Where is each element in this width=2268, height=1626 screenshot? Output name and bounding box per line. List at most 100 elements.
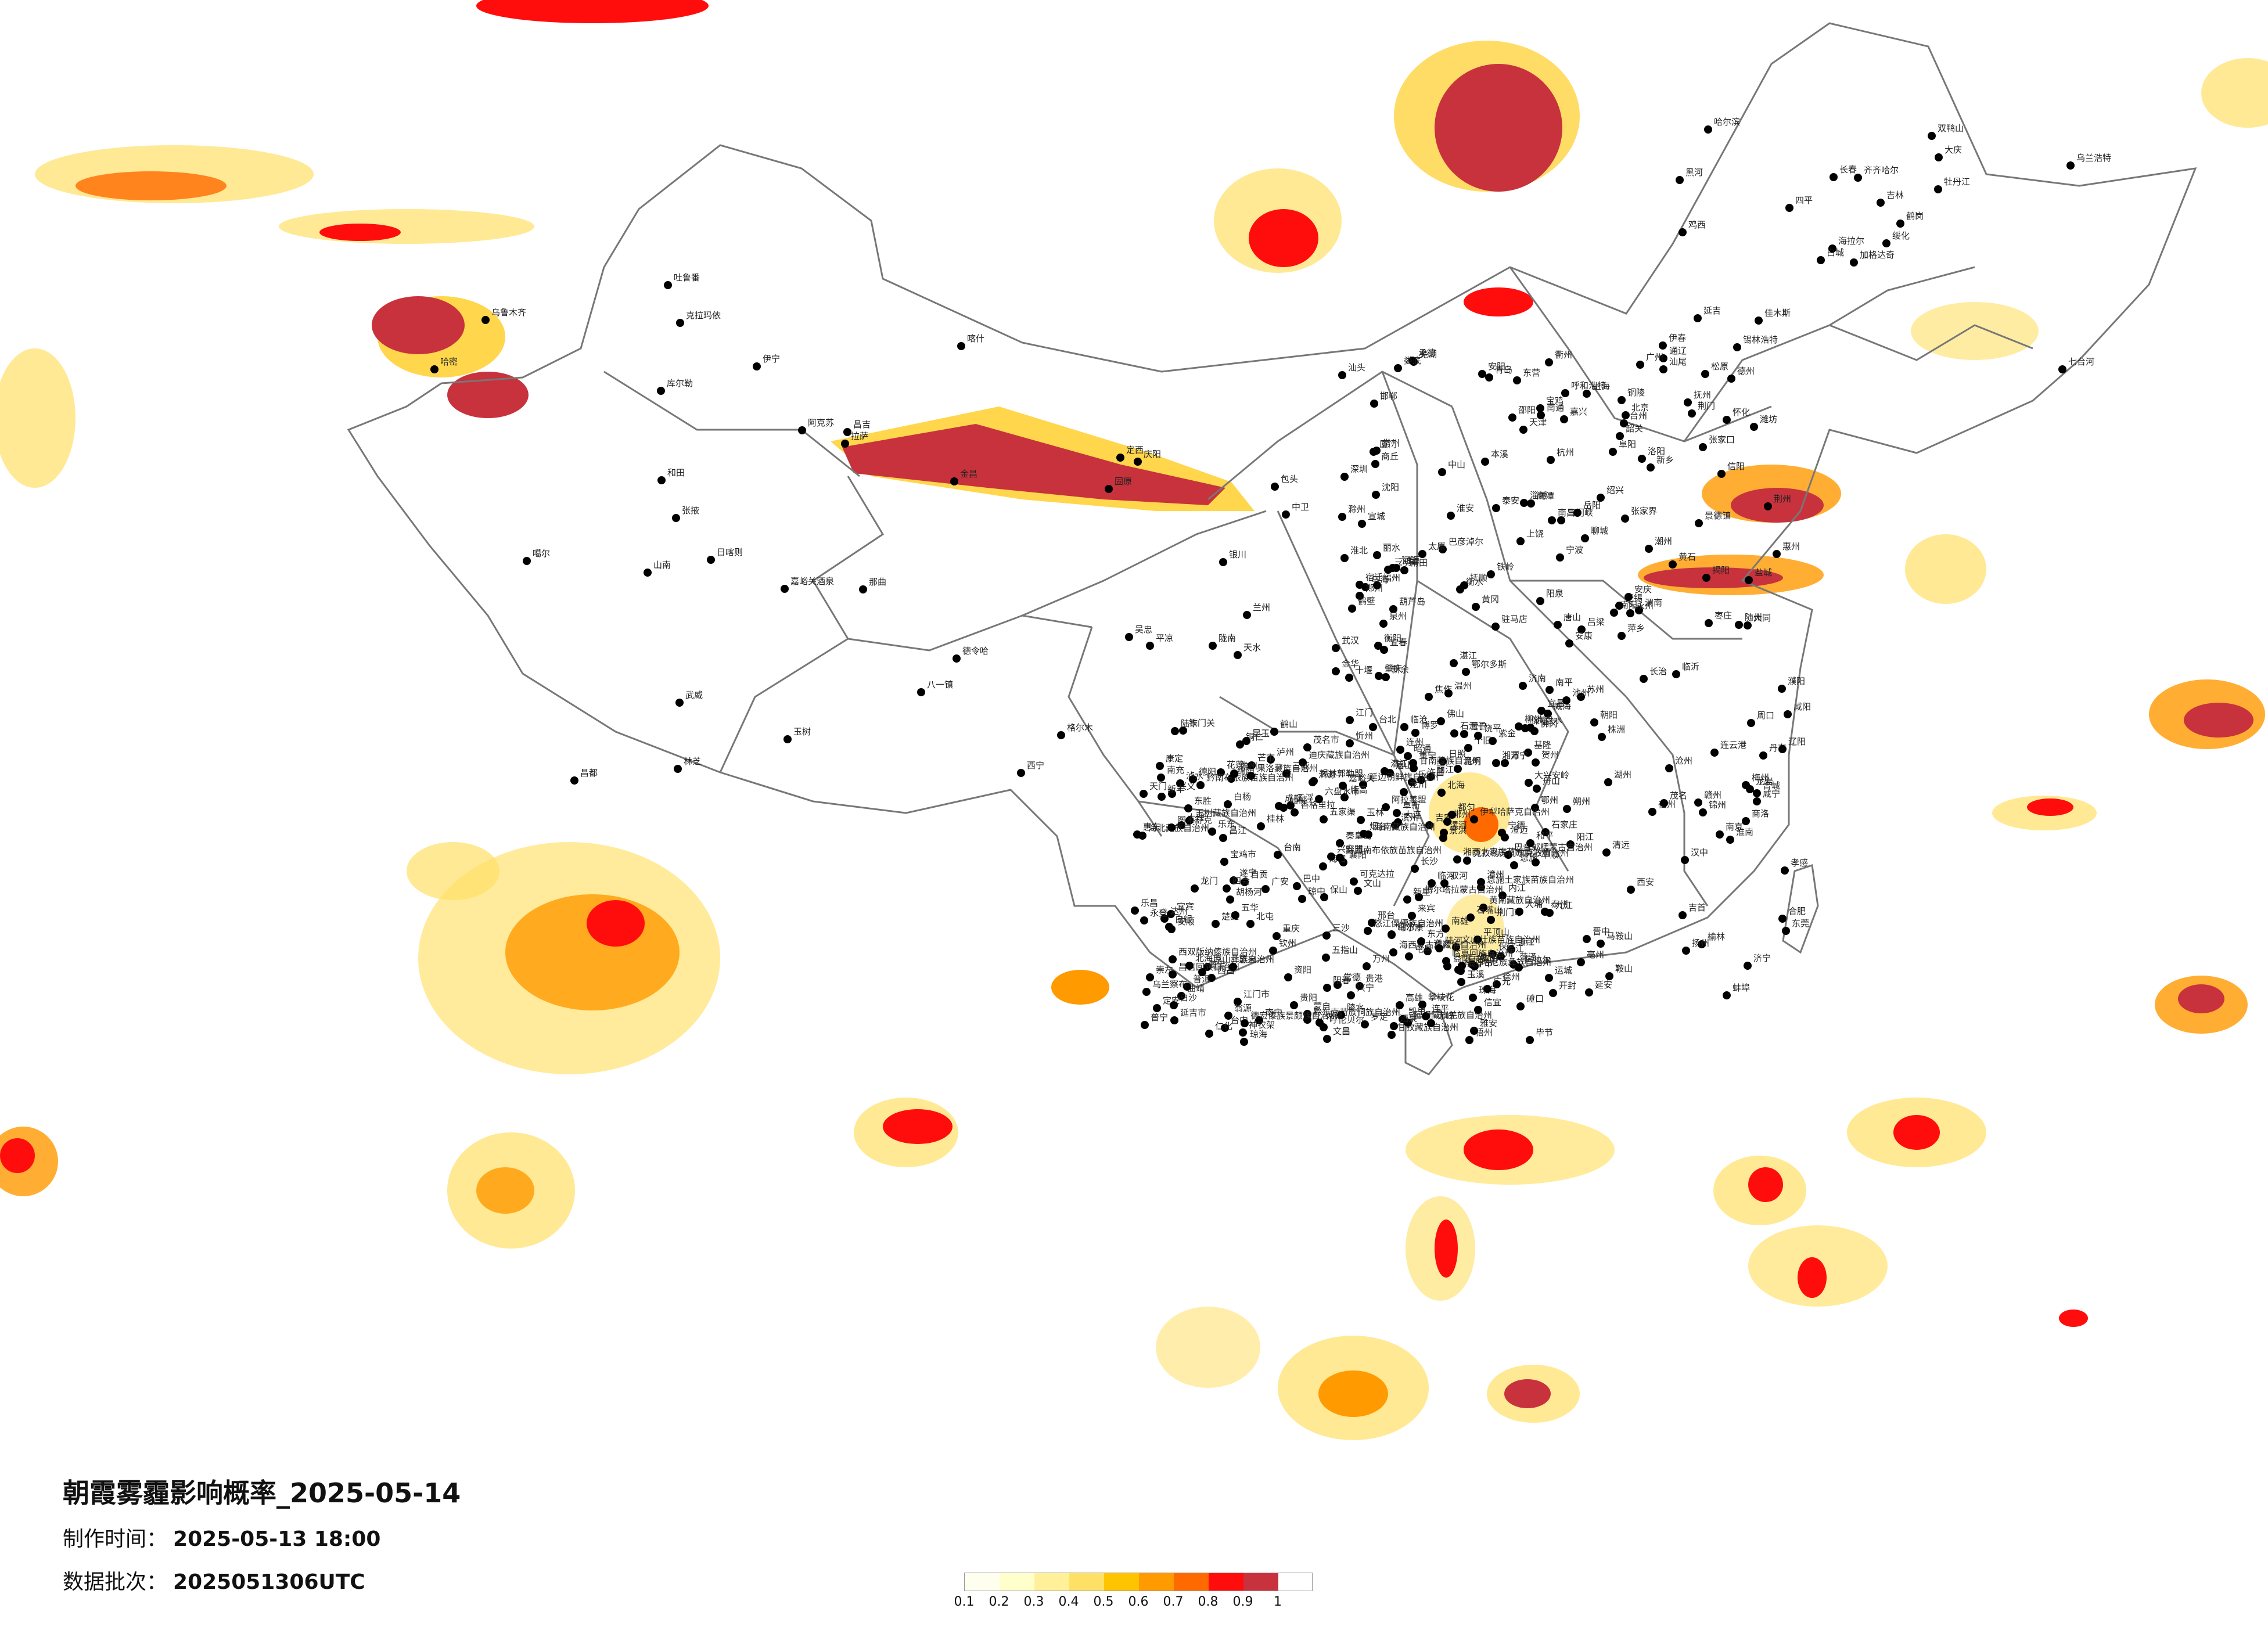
city-label: 湛江 [1460,650,1477,661]
city-label: 迪庆藏族自治州 [1309,750,1370,760]
city-dot [1160,915,1169,923]
city-dot [1184,804,1192,812]
city-label: 唐山 [1563,612,1581,623]
city-label: 博尔塔拉蒙古自治州 [1425,884,1503,895]
city-dot [1457,978,1465,986]
city-label: 紫金 [1498,728,1516,739]
city-dot [1681,856,1689,864]
city-dot [1556,553,1564,562]
city-dot [1454,765,1462,773]
city-dot [1704,125,1712,134]
city-label: 四会 [1232,876,1250,886]
city-label: 连云港 [1720,740,1746,750]
city-label: 信宜 [1484,997,1501,1008]
city-dot [1291,808,1299,816]
city-dot [1116,454,1124,462]
city-label: 饶平 [1484,723,1501,733]
city-label: 五家渠 [1329,807,1356,817]
city-dot [1298,895,1306,903]
city-dot [1615,602,1623,610]
city-label: 滨州 [1401,812,1418,823]
city-label: 六安 [1399,555,1416,566]
city-label: 临夏回族自治州 [1452,948,1513,959]
city-label: 济宁 [1753,953,1771,963]
city-label: 西安 [1637,877,1654,887]
city-dot [1220,858,1228,866]
city-dot [1319,862,1327,870]
city-dot [1442,957,1450,965]
city-dot [1336,854,1344,862]
city-label: 宣城 [1368,511,1385,521]
city-label: 神农架 [1249,1020,1275,1030]
city-label: 宜昌 [1547,698,1565,708]
city-dot [1198,968,1206,976]
city-label: 惠来 [1239,954,1256,965]
city-dot [1339,782,1347,790]
legend-swatch [1209,1573,1243,1591]
city-label: 酒泉 [1400,1013,1417,1024]
city-label: 南充 [1167,765,1184,775]
city-label: 衡阳 [1384,633,1401,643]
city-label: 东方 [1427,929,1444,939]
city-label: 景德镇 [1705,510,1731,521]
city-label: 图木舒克 [1177,815,1212,825]
city-label: 中卫 [1292,502,1309,512]
city-dot [1205,1030,1213,1038]
city-dot [1605,972,1613,980]
city-label: 温州 [1454,681,1472,691]
city-dot [1566,840,1575,848]
city-dot [1221,1024,1229,1032]
city-label: 和田 [667,467,685,478]
city-label: 雅安 [1480,1018,1497,1028]
city-dot [1340,793,1349,801]
city-dot [1239,1028,1247,1037]
city-label: 陆丰 [1181,718,1198,729]
city-label: 乐东 [1218,819,1235,829]
city-dot [1282,510,1290,519]
city-label: 林芝 [684,756,701,767]
city-dot [1255,1016,1263,1024]
city-label: 宿迁 [1365,572,1383,582]
city-dot [1659,341,1667,350]
city-label: 昌吉回族自治州 [1178,962,1239,972]
city-dot [1544,710,1552,718]
city-dot [1346,739,1354,747]
city-dot [1828,244,1836,253]
city-dot [1659,354,1667,362]
city-dot [1610,609,1618,617]
legend-tick-label: 0.8 [1198,1595,1219,1609]
city-dot [1322,954,1330,962]
city-label: 信阳 [1727,461,1745,472]
city-dot [644,569,652,577]
city-label: 潮州 [1655,536,1672,546]
city-dot [1498,891,1507,900]
city-label: 金昌 [960,469,977,479]
city-label: 烟台 [1370,821,1387,832]
city-label: 昌吉 [853,419,871,430]
city-dot [1361,1020,1369,1028]
city-dot [1453,855,1461,864]
city-dot [1323,984,1331,992]
city-label: 果洛藏族自治州 [1257,763,1318,774]
city-dot [1491,623,1500,631]
city-label: 汕尾 [1669,357,1687,367]
city-dot [1411,729,1419,737]
city-dot [1189,775,1197,783]
city-label: 随州 [1745,612,1762,623]
city-dot [1616,432,1624,440]
city-label: 兰州 [1253,602,1270,613]
city-dot [1334,981,1342,989]
city-label: 陇南 [1219,633,1236,643]
city-label: 绥化 [1892,231,1910,241]
city-dot [1425,821,1433,829]
city-dot [1678,228,1687,236]
city-dot [1230,769,1238,778]
data-batch-label: 数据批次： [63,1570,168,1594]
city-dot [1368,919,1376,927]
city-dot [1394,364,1402,372]
city-dot [1146,973,1154,981]
city-label: 文山 [1364,878,1381,888]
city-dot [1359,780,1367,789]
city-dot [1717,470,1726,478]
